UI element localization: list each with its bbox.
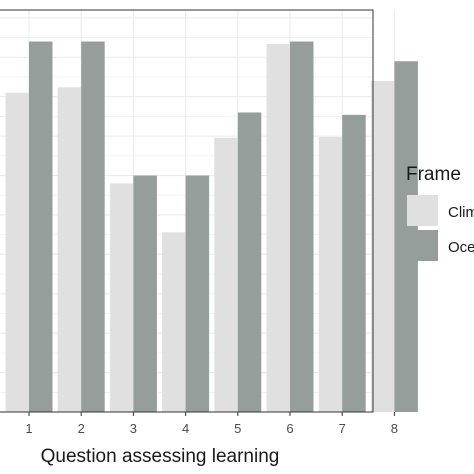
bar-series-1-cat-8 bbox=[370, 80, 395, 413]
x-tick-label: 1 bbox=[25, 421, 32, 436]
bar-series-1-cat-5 bbox=[214, 137, 238, 412]
bar-series-1-cat-1 bbox=[5, 92, 29, 412]
x-tick-label: 8 bbox=[391, 421, 398, 436]
x-tick-label: 4 bbox=[182, 421, 189, 436]
x-axis-ticks: 1 2 3 4 5 6 7 8 bbox=[25, 412, 398, 436]
bar-series-2-cat-1 bbox=[29, 41, 53, 412]
x-tick-label: 5 bbox=[234, 421, 241, 436]
bar-series-2-cat-4 bbox=[185, 175, 210, 412]
bar-series-2-cat-2 bbox=[81, 41, 105, 412]
bars bbox=[5, 41, 418, 413]
x-tick-label: 2 bbox=[78, 421, 85, 436]
legend: Frame Climate change Ocean acidification bbox=[406, 164, 474, 261]
bar-series-2-cat-6 bbox=[290, 41, 314, 412]
bar-series-1-cat-3 bbox=[109, 183, 134, 412]
legend-label-series-2: Ocean acidification bbox=[448, 239, 474, 256]
bar-series-2-cat-8 bbox=[394, 61, 418, 413]
x-tick-label: 6 bbox=[286, 421, 293, 436]
bar-series-1-cat-7 bbox=[318, 136, 343, 412]
legend-title: Frame bbox=[406, 164, 461, 185]
legend-key-series-2 bbox=[407, 230, 438, 261]
bar-series-2-cat-3 bbox=[133, 175, 157, 412]
bar-series-2-cat-5 bbox=[237, 112, 262, 413]
legend-key-series-1 bbox=[407, 195, 438, 226]
bar-series-2-cat-7 bbox=[342, 114, 366, 412]
legend-label-series-1: Climate change bbox=[448, 204, 474, 221]
x-axis-title: Question assessing learning bbox=[41, 446, 280, 467]
x-tick-label: 3 bbox=[130, 421, 137, 436]
bar-series-1-cat-2 bbox=[57, 87, 82, 412]
bar-series-1-cat-4 bbox=[162, 232, 186, 412]
x-tick-label: 7 bbox=[339, 421, 346, 436]
bar-series-1-cat-6 bbox=[266, 43, 290, 413]
